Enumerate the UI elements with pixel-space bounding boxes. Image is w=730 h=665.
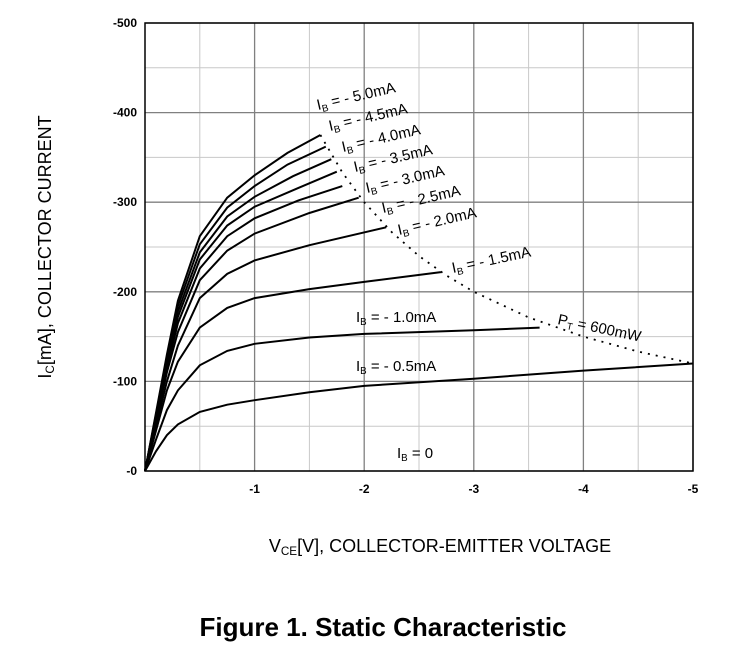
- series-line: [144, 226, 387, 472]
- series-label: IB = - 1.0mA: [356, 309, 436, 328]
- y-tick-label: -500: [113, 16, 137, 30]
- series-line: [144, 145, 327, 472]
- x-tick-label: -2: [359, 482, 370, 496]
- series-label: IB = - 1.5mA: [450, 244, 532, 279]
- x-axis-title: VCE[V], COLLECTOR-EMITTER VOLTAGE: [269, 536, 611, 558]
- y-tick-label: -200: [113, 285, 137, 299]
- series-line: [144, 158, 332, 472]
- y-tick-label: -400: [113, 106, 137, 120]
- y-tick-label: -100: [113, 374, 137, 388]
- x-tick-label: -5: [688, 482, 699, 496]
- annotation: IB = 0: [397, 445, 433, 464]
- plot-frame: [144, 22, 694, 472]
- series-line: [144, 134, 321, 472]
- series-line: [144, 326, 540, 472]
- series-label: PT = 600mW: [556, 311, 644, 347]
- series-line: [144, 271, 442, 472]
- y-tick-label: -0: [126, 464, 137, 478]
- series-line: [144, 362, 694, 472]
- series-label: IB = - 0.5mA: [356, 358, 436, 377]
- series-line: [144, 196, 359, 472]
- y-axis-title: IC[mA], COLLECTOR CURRENT: [35, 115, 57, 378]
- chart-title: Figure 1. Static Characteristic: [199, 612, 566, 642]
- y-tick-label: -300: [113, 195, 137, 209]
- x-tick-label: -1: [249, 482, 260, 496]
- x-tick-label: -3: [468, 482, 479, 496]
- x-tick-label: -4: [578, 482, 589, 496]
- series-line: [319, 134, 694, 365]
